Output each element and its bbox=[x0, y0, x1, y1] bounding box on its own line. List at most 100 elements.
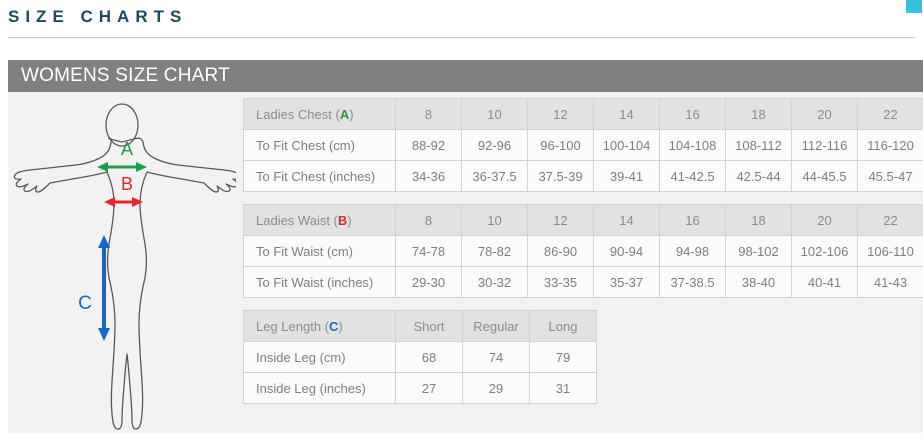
table-row: To Fit Chest (inches) 34-36 36-37.5 37.5… bbox=[243, 160, 923, 192]
table-header-cell: 8 bbox=[395, 98, 462, 130]
table-header-cell: Long bbox=[529, 310, 597, 342]
table-row-header: Leg Length (C) Short Regular Long bbox=[243, 310, 597, 342]
table-header-cell: 22 bbox=[857, 204, 923, 236]
table-cell: 90-94 bbox=[593, 235, 660, 267]
table-row-header: Ladies Waist (B) 8 10 12 14 16 18 20 22 bbox=[243, 204, 923, 236]
table-cell: 37-38.5 bbox=[659, 266, 726, 298]
table-cell: 96-100 bbox=[527, 129, 594, 161]
table-cell: 36-37.5 bbox=[461, 160, 528, 192]
inside-leg-arrow-c bbox=[98, 235, 110, 341]
table-header-cell: 16 bbox=[659, 98, 726, 130]
table-cell: 38-40 bbox=[725, 266, 792, 298]
row-label: To Fit Waist (inches) bbox=[243, 266, 396, 298]
table-cell: 29 bbox=[462, 372, 530, 404]
header-label-text: Ladies Waist ( bbox=[256, 212, 338, 228]
table-cell: 31 bbox=[529, 372, 597, 404]
header-label-suffix: ) bbox=[349, 106, 354, 122]
table-cell: 29-30 bbox=[395, 266, 462, 298]
row-label: To Fit Chest (cm) bbox=[243, 129, 396, 161]
page-title: SIZE CHARTS bbox=[8, 7, 188, 26]
table-header-cell: 14 bbox=[593, 204, 660, 236]
table-header-cell: Short bbox=[395, 310, 463, 342]
row-label: To Fit Chest (inches) bbox=[243, 160, 396, 192]
table-cell: 44-45.5 bbox=[791, 160, 858, 192]
table-row: To Fit Waist (cm) 74-78 78-82 86-90 90-9… bbox=[243, 235, 923, 267]
header-label-text: Leg Length ( bbox=[256, 318, 330, 334]
marker-label-c: C bbox=[78, 293, 92, 314]
section-header-bar: WOMENS SIZE CHART bbox=[8, 60, 923, 92]
table-cell: 116-120 bbox=[857, 129, 923, 161]
marker-label-a: A bbox=[121, 139, 133, 159]
table-cell: 104-108 bbox=[659, 129, 726, 161]
table-row: To Fit Chest (cm) 88-92 92-96 96-100 100… bbox=[243, 129, 923, 161]
corner-accent-square bbox=[906, 0, 922, 13]
table-header-cell: 10 bbox=[461, 204, 528, 236]
section-header-label: WOMENS SIZE CHART bbox=[21, 65, 230, 86]
row-label: Inside Leg (inches) bbox=[243, 372, 396, 404]
size-chart-panel: WOMENS SIZE CHART A B C bbox=[8, 60, 923, 433]
header-label-suffix: ) bbox=[338, 318, 343, 334]
table-header-cell: 10 bbox=[461, 98, 528, 130]
table-chest: Ladies Chest (A) 8 10 12 14 16 18 20 22 … bbox=[243, 98, 923, 192]
table-header-cell: 14 bbox=[593, 98, 660, 130]
table-cell: 92-96 bbox=[461, 129, 528, 161]
table-cell: 41-43 bbox=[857, 266, 923, 298]
header-label-suffix: ) bbox=[347, 212, 352, 228]
size-tables-area: Ladies Chest (A) 8 10 12 14 16 18 20 22 … bbox=[236, 92, 923, 433]
table-header-cell: 18 bbox=[725, 204, 792, 236]
table-row: To Fit Waist (inches) 29-30 30-32 33-35 … bbox=[243, 266, 923, 298]
table-cell: 94-98 bbox=[659, 235, 726, 267]
table-header-label: Ladies Waist (B) bbox=[243, 204, 396, 236]
table-header-cell: 12 bbox=[527, 98, 594, 130]
table-cell: 78-82 bbox=[461, 235, 528, 267]
table-header-cell: 12 bbox=[527, 204, 594, 236]
table-header-cell: 8 bbox=[395, 204, 462, 236]
table-cell: 33-35 bbox=[527, 266, 594, 298]
table-cell: 102-106 bbox=[791, 235, 858, 267]
table-header-cell: 20 bbox=[791, 98, 858, 130]
table-cell: 34-36 bbox=[395, 160, 462, 192]
table-cell: 35-37 bbox=[593, 266, 660, 298]
womens-body-diagram-icon: A B C bbox=[13, 103, 241, 430]
table-waist: Ladies Waist (B) 8 10 12 14 16 18 20 22 … bbox=[243, 204, 923, 298]
table-header-label: Leg Length (C) bbox=[243, 310, 396, 342]
table-header-cell: 16 bbox=[659, 204, 726, 236]
table-header-cell: 20 bbox=[791, 204, 858, 236]
table-cell: 27 bbox=[395, 372, 463, 404]
table-row: Inside Leg (inches) 27 29 31 bbox=[243, 372, 597, 404]
page-header: SIZE CHARTS bbox=[0, 0, 923, 45]
table-cell: 39-41 bbox=[593, 160, 660, 192]
table-header-cell: 18 bbox=[725, 98, 792, 130]
title-divider bbox=[8, 37, 915, 38]
table-header-cell: 22 bbox=[857, 98, 923, 130]
table-cell: 40-41 bbox=[791, 266, 858, 298]
table-cell: 108-112 bbox=[725, 129, 792, 161]
table-cell: 42.5-44 bbox=[725, 160, 792, 192]
body-measurement-figure: A B C bbox=[8, 92, 241, 433]
table-cell: 88-92 bbox=[395, 129, 462, 161]
waist-arrow-b bbox=[104, 197, 143, 207]
table-cell: 37.5-39 bbox=[527, 160, 594, 192]
table-cell: 86-90 bbox=[527, 235, 594, 267]
table-leg-length: Leg Length (C) Short Regular Long Inside… bbox=[243, 310, 597, 404]
table-cell: 79 bbox=[529, 341, 597, 373]
table-cell: 68 bbox=[395, 341, 463, 373]
table-cell: 98-102 bbox=[725, 235, 792, 267]
marker-label-b: B bbox=[121, 174, 133, 194]
table-cell: 41-42.5 bbox=[659, 160, 726, 192]
table-header-label: Ladies Chest (A) bbox=[243, 98, 396, 130]
header-marker-b: B bbox=[337, 212, 348, 228]
header-marker-a: A bbox=[339, 106, 350, 122]
table-cell: 112-116 bbox=[791, 129, 858, 161]
table-header-cell: Regular bbox=[462, 310, 530, 342]
table-row-header: Ladies Chest (A) 8 10 12 14 16 18 20 22 bbox=[243, 98, 923, 130]
header-label-text: Ladies Chest ( bbox=[256, 106, 340, 122]
table-cell: 30-32 bbox=[461, 266, 528, 298]
row-label: Inside Leg (cm) bbox=[243, 341, 396, 373]
table-cell: 74-78 bbox=[395, 235, 462, 267]
table-row: Inside Leg (cm) 68 74 79 bbox=[243, 341, 597, 373]
table-cell: 74 bbox=[462, 341, 530, 373]
row-label: To Fit Waist (cm) bbox=[243, 235, 396, 267]
chest-arrow-a bbox=[97, 162, 147, 172]
header-marker-c: C bbox=[329, 318, 339, 334]
